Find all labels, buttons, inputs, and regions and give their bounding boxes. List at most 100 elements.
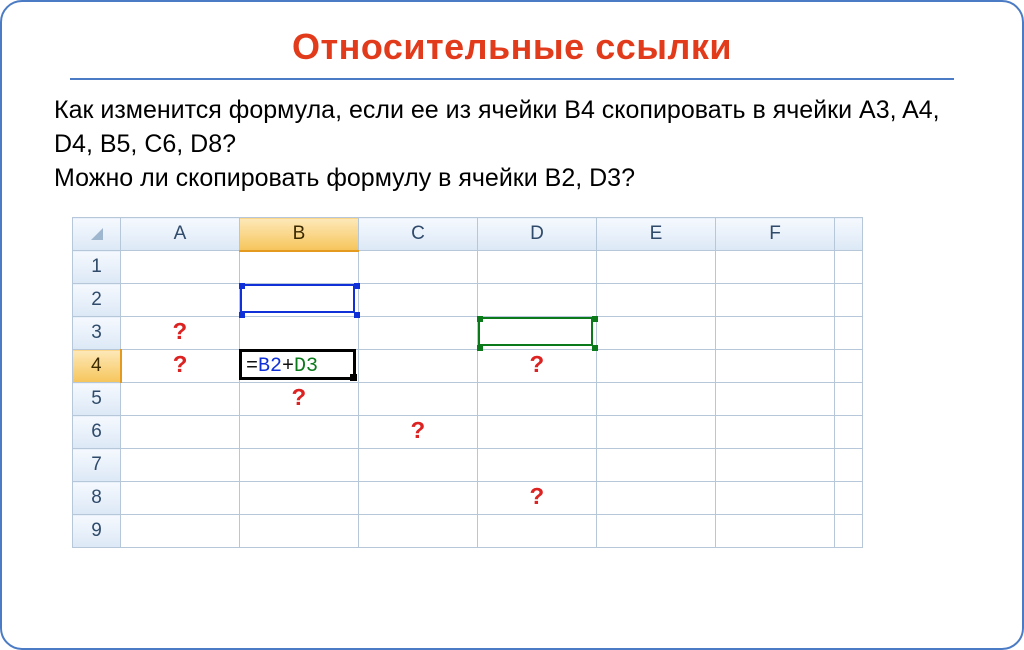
cell-overflow-8 — [835, 482, 863, 515]
cell-C9[interactable] — [359, 515, 478, 548]
cell-overflow-2 — [835, 284, 863, 317]
cell-overflow-7 — [835, 449, 863, 482]
col-header-E[interactable]: E — [597, 218, 716, 251]
cell-A1[interactable] — [121, 251, 240, 284]
row-header-6[interactable]: 6 — [73, 416, 121, 449]
cell-overflow-9 — [835, 515, 863, 548]
cell-D8[interactable]: ? — [478, 482, 597, 515]
cell-C4[interactable] — [359, 350, 478, 383]
cell-F6[interactable] — [716, 416, 835, 449]
row-header-5[interactable]: 5 — [73, 383, 121, 416]
row-3: 3 ? — [73, 317, 863, 350]
cell-A2[interactable] — [121, 284, 240, 317]
cell-E7[interactable] — [597, 449, 716, 482]
cell-A4[interactable]: ? — [121, 350, 240, 383]
cell-F3[interactable] — [716, 317, 835, 350]
cell-C2[interactable] — [359, 284, 478, 317]
question-line-1: Как изменится формула, если ее из ячейки… — [54, 96, 940, 158]
row-header-7[interactable]: 7 — [73, 449, 121, 482]
row-header-2[interactable]: 2 — [73, 284, 121, 317]
cell-D1[interactable] — [478, 251, 597, 284]
cell-overflow-4 — [835, 350, 863, 383]
cell-E6[interactable] — [597, 416, 716, 449]
spreadsheet-grid[interactable]: A B C D E F 1 2 3 — [72, 217, 863, 548]
cell-B3[interactable] — [240, 317, 359, 350]
slide-title: Относительные ссылки — [32, 26, 992, 68]
cell-E3[interactable] — [597, 317, 716, 350]
cell-A9[interactable] — [121, 515, 240, 548]
qmark-B5: ? — [292, 386, 306, 413]
cell-B1[interactable] — [240, 251, 359, 284]
cell-E5[interactable] — [597, 383, 716, 416]
cell-overflow-1 — [835, 251, 863, 284]
grid-body: 1 2 3 ? 4 ? =B2+D3 ? — [73, 251, 863, 548]
cell-C8[interactable] — [359, 482, 478, 515]
cell-E4[interactable] — [597, 350, 716, 383]
row-4: 4 ? =B2+D3 ? — [73, 350, 863, 383]
cell-E1[interactable] — [597, 251, 716, 284]
cell-C6[interactable]: ? — [359, 416, 478, 449]
select-all-corner[interactable] — [73, 218, 121, 251]
cell-overflow-6 — [835, 416, 863, 449]
row-5: 5 ? — [73, 383, 863, 416]
cell-F9[interactable] — [716, 515, 835, 548]
col-header-B[interactable]: B — [240, 218, 359, 251]
cell-B5[interactable]: ? — [240, 383, 359, 416]
cell-D2[interactable] — [478, 284, 597, 317]
cell-B2[interactable] — [240, 284, 359, 317]
cell-F2[interactable] — [716, 284, 835, 317]
cell-B6[interactable] — [240, 416, 359, 449]
cell-E9[interactable] — [597, 515, 716, 548]
cell-A6[interactable] — [121, 416, 240, 449]
qmark-D4: ? — [530, 353, 544, 380]
cell-F5[interactable] — [716, 383, 835, 416]
slide-frame: Относительные ссылки Как изменится форму… — [0, 0, 1024, 650]
cell-B7[interactable] — [240, 449, 359, 482]
formula-op: + — [282, 355, 294, 378]
cell-E2[interactable] — [597, 284, 716, 317]
column-header-row: A B C D E F — [73, 218, 863, 251]
cell-D9[interactable] — [478, 515, 597, 548]
cell-E8[interactable] — [597, 482, 716, 515]
cell-B9[interactable] — [240, 515, 359, 548]
formula-ref1: B2 — [258, 355, 282, 378]
cell-D4[interactable]: ? — [478, 350, 597, 383]
cell-F8[interactable] — [716, 482, 835, 515]
cell-F1[interactable] — [716, 251, 835, 284]
cell-A3[interactable]: ? — [121, 317, 240, 350]
col-header-F[interactable]: F — [716, 218, 835, 251]
col-header-D[interactable]: D — [478, 218, 597, 251]
row-header-1[interactable]: 1 — [73, 251, 121, 284]
cell-D6[interactable] — [478, 416, 597, 449]
cell-D7[interactable] — [478, 449, 597, 482]
row-header-3[interactable]: 3 — [73, 317, 121, 350]
row-1: 1 — [73, 251, 863, 284]
qmark-D8: ? — [530, 485, 544, 512]
row-header-4[interactable]: 4 — [73, 350, 121, 383]
cell-F7[interactable] — [716, 449, 835, 482]
cell-B4-active[interactable]: =B2+D3 — [240, 350, 359, 383]
question-line-2: Можно ли скопировать формулу в ячейки B2… — [54, 164, 635, 192]
title-rule — [70, 78, 953, 80]
cell-D3[interactable] — [478, 317, 597, 350]
cell-B8[interactable] — [240, 482, 359, 515]
question-text: Как изменится формула, если ее из ячейки… — [54, 94, 982, 195]
cell-C5[interactable] — [359, 383, 478, 416]
cell-overflow-5 — [835, 383, 863, 416]
col-header-C[interactable]: C — [359, 218, 478, 251]
cell-A8[interactable] — [121, 482, 240, 515]
cell-C7[interactable] — [359, 449, 478, 482]
qmark-C6: ? — [411, 419, 425, 446]
row-header-8[interactable]: 8 — [73, 482, 121, 515]
cell-D5[interactable] — [478, 383, 597, 416]
cell-F4[interactable] — [716, 350, 835, 383]
cell-A5[interactable] — [121, 383, 240, 416]
spreadsheet[interactable]: A B C D E F 1 2 3 — [72, 217, 892, 577]
cell-C3[interactable] — [359, 317, 478, 350]
cell-C1[interactable] — [359, 251, 478, 284]
row-2: 2 — [73, 284, 863, 317]
cell-A7[interactable] — [121, 449, 240, 482]
row-header-9[interactable]: 9 — [73, 515, 121, 548]
row-9: 9 — [73, 515, 863, 548]
col-header-A[interactable]: A — [121, 218, 240, 251]
